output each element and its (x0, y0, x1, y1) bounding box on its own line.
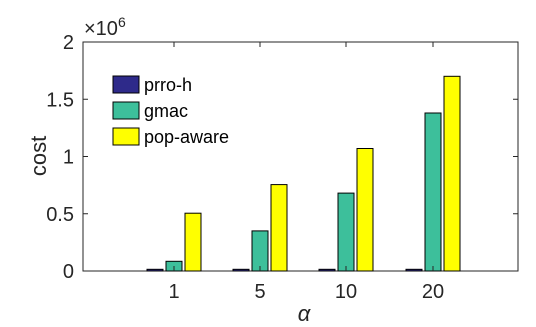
bar-prro-h-1 (146, 268, 164, 272)
bar-pop-aware-10 (356, 148, 374, 272)
bar-gmac-20 (424, 112, 442, 272)
legend-swatch-gmac (112, 101, 140, 120)
y-tick-label: 1 (63, 147, 74, 169)
legend-label: gmac (144, 101, 188, 121)
x-tick-label: 5 (254, 281, 265, 303)
bar-pop-aware-20 (443, 75, 461, 272)
legend: prro-h gmac pop-aware (112, 75, 229, 147)
bar-prro-h-5 (232, 268, 250, 272)
legend-swatch-prro-h (112, 75, 140, 94)
x-tick-label: 10 (335, 281, 357, 303)
bar-prro-h-20 (405, 268, 423, 272)
bar-prro-h-10 (318, 268, 336, 272)
bar-gmac-5 (251, 230, 269, 272)
y-axis-label: cost (26, 136, 51, 176)
y-tick-label: 1.5 (46, 89, 74, 111)
legend-label: prro-h (144, 75, 192, 95)
bar-pop-aware-5 (270, 184, 288, 272)
y-tick-label: 0.5 (46, 204, 74, 226)
x-axis-label: α (298, 301, 312, 326)
legend-label: pop-aware (144, 127, 229, 147)
x-axis-ticks: 1 5 10 20 (168, 42, 444, 303)
y-tick-label: 0 (63, 261, 74, 283)
x-tick-label: 1 (168, 281, 179, 303)
legend-swatch-pop-aware (112, 127, 140, 146)
bar-pop-aware-1 (184, 212, 202, 272)
y-tick-label: 2 (63, 32, 74, 54)
y-exponent-label: ×106 (84, 14, 126, 40)
y-axis-ticks: 0 0.5 1 1.5 2 (46, 32, 518, 283)
bar-gmac-10 (337, 192, 355, 272)
x-tick-label: 20 (422, 281, 444, 303)
